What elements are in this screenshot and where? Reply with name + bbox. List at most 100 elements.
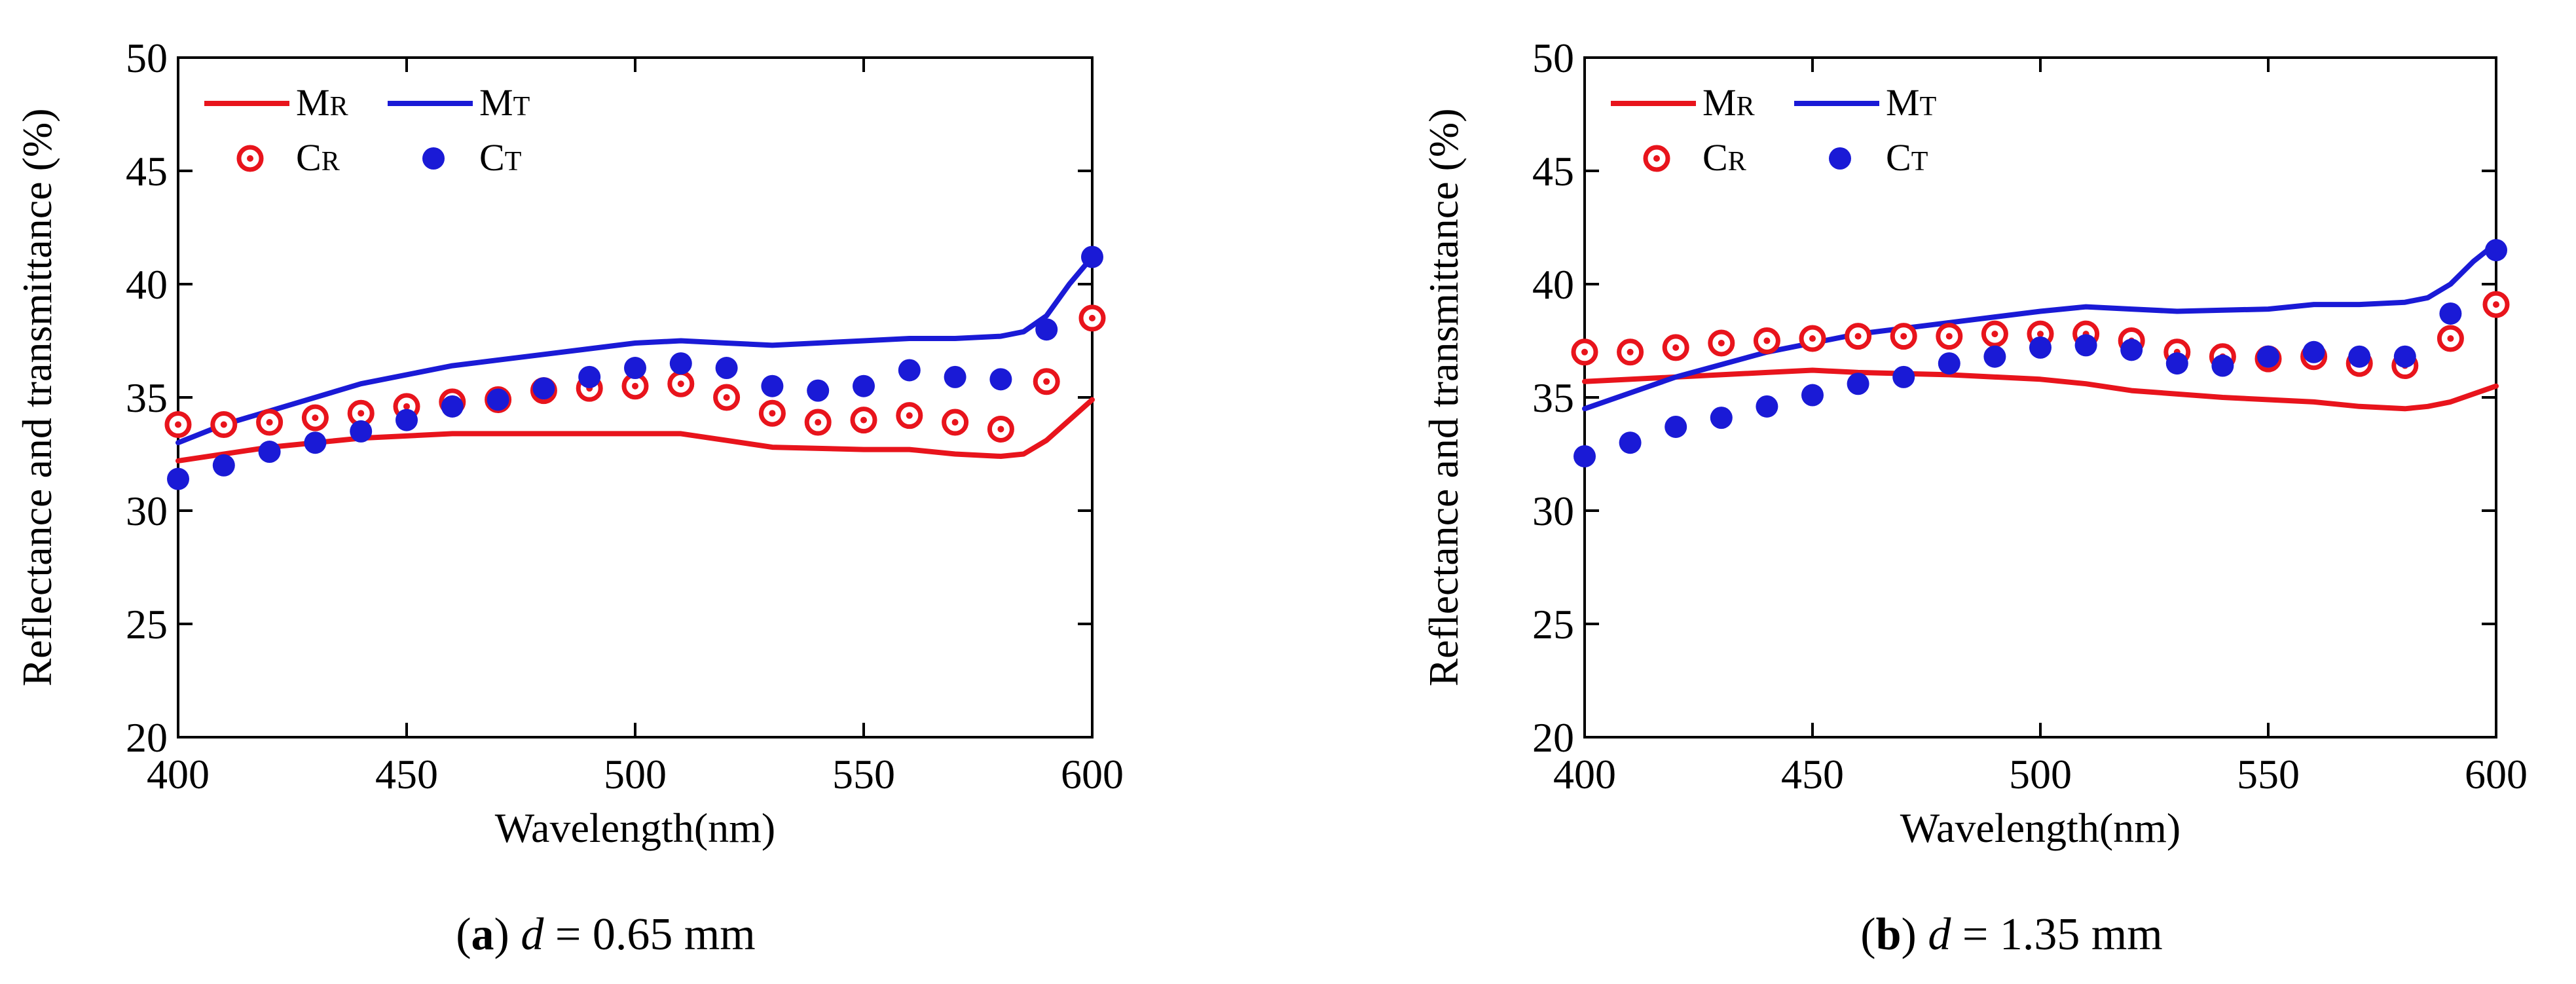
series-mt [1582,240,2499,412]
data-point-ct [2165,352,2188,375]
x-axis-title: Wavelength(nm) [495,805,775,851]
data-point-ct [989,368,1012,391]
data-point-ct [1892,365,1915,388]
data-point-ct [1938,352,1960,375]
data-point-center [951,419,959,426]
data-point-center [2493,301,2499,308]
legend-item-ct: CT [1829,136,1928,179]
y-tick-label: 35 [1532,374,1574,421]
x-tick-label: 600 [1061,751,1124,797]
panel-caption: (b) d = 1.35 mm [1860,909,2162,960]
data-point-ct [2074,334,2097,357]
y-tick-label: 45 [126,148,168,194]
data-point-ct [1983,345,2006,368]
legend-item-mr: MR [1611,81,1755,124]
axis-ticks: 400 450 500 550 600 20 25 30 35 40 45 50 [1532,35,2528,797]
data-point-center [1089,314,1095,321]
data-point-ct [2439,302,2462,325]
data-point-center [1718,339,1725,346]
data-point-ct [1665,415,1687,438]
data-point-center [1763,337,1771,344]
data-point-center [403,403,410,410]
legend-label: CT [479,136,521,179]
data-point-ct [1801,384,1824,407]
series-mt [175,254,1095,446]
legend-label: MT [479,81,530,124]
y-tick-label: 35 [126,374,168,421]
x-tick-label: 600 [2465,751,2528,797]
data-point-ct [1756,395,1778,418]
caption-variable: d [1928,909,1951,960]
data-point-center [723,394,730,401]
series-ct [167,246,1103,490]
x-tick-label: 500 [604,751,667,797]
series-line-mr [175,397,1095,464]
y-tick-label: 20 [126,714,168,761]
legend-symbol [422,147,445,170]
data-point-center [1900,333,1907,340]
series-line-mt [175,254,1095,446]
data-point-ct [212,454,235,477]
caption-equals: = [1951,909,1999,960]
y-tick-label: 40 [126,261,168,308]
caption-variable: d [521,909,544,960]
legend-label: CR [1702,136,1746,179]
legend-symbol [1829,147,1851,170]
x-tick-label: 400 [147,751,210,797]
data-point-ct [944,365,966,388]
data-point-ct [761,374,784,397]
axis-ticks: 400 450 500 550 600 20 25 30 35 40 45 50 [126,35,1124,797]
data-point-center [906,412,913,419]
caption-value: 1.35 mm [2000,909,2163,960]
data-point-center [1627,348,1634,355]
legend-item-cr: CR [236,136,340,179]
data-point-center [997,426,1004,433]
x-tick-label: 450 [375,751,438,797]
data-point-center [266,419,273,426]
data-point-center [220,421,227,428]
data-point-ct [1573,445,1596,467]
series-line-mt [1582,240,2499,412]
data-point-center [1945,333,1953,340]
series-mr [175,397,1095,464]
data-point-ct [258,441,281,464]
chart-panel-a: 400 450 500 550 600 20 25 30 35 40 45 50 Wavelength… [14,35,1124,960]
data-point-center [769,410,776,417]
data-point-ct [1710,407,1733,429]
data-point-center [632,382,638,390]
y-tick-label: 25 [1532,601,1574,647]
legend-label: CR [296,136,340,179]
data-point-center [358,410,365,417]
y-tick-label: 50 [1532,35,1574,81]
legend-item-cr: CR [1643,136,1746,179]
caption-equals: = [543,909,592,960]
y-axis-title: Reflectance and transmittance (%) [14,108,60,686]
data-point-center [860,416,867,424]
x-tick-label: 550 [2237,751,2300,797]
series-mr [1582,367,2499,412]
data-point-ct [2211,354,2234,377]
x-tick-label: 550 [832,751,895,797]
data-point-ct [1081,246,1103,268]
data-point-ct [1847,373,1869,395]
data-point-ct [898,359,921,382]
data-point-ct [1035,318,1058,341]
data-point-ct [2485,239,2507,262]
data-point-center [677,380,684,388]
data-point-ct [2393,345,2416,368]
legend-item-ct: CT [422,136,521,179]
legend-item-mt: MT [1794,81,1936,124]
data-point-ct [396,409,418,431]
data-point-center [1672,344,1680,351]
data-point-ct [1619,431,1642,454]
data-point-ct [2120,338,2143,361]
data-point-ct [2302,340,2325,363]
data-point-ct [624,357,646,380]
data-point-center [1991,331,1998,338]
data-point-center [1043,378,1050,385]
legend-item-mr: MR [204,81,348,124]
data-point-center [1854,333,1862,340]
data-point-ct [2257,345,2279,368]
y-axis-title: Reflectance and transmittance (%) [1420,108,1467,686]
